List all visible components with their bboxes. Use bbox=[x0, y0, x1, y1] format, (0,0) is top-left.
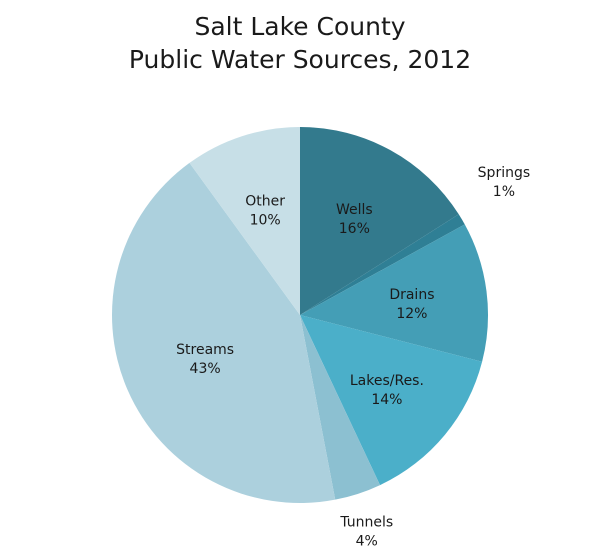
slice-label-drains: Drains 12% bbox=[389, 287, 434, 322]
slice-percent-springs: 1% bbox=[493, 184, 515, 200]
chart-title-line-1: Salt Lake County bbox=[194, 12, 406, 41]
slice-percent-lakes-res: 14% bbox=[371, 392, 402, 408]
slice-name-tunnels: Tunnels bbox=[339, 514, 393, 530]
pie-slice-other bbox=[189, 127, 300, 315]
pie-slice-lakes-res bbox=[300, 315, 483, 486]
slice-percent-tunnels: 4% bbox=[356, 533, 378, 549]
pie-slice-drains bbox=[300, 224, 488, 362]
slice-percent-wells: 16% bbox=[339, 221, 370, 237]
pie-slice-springs bbox=[300, 214, 465, 315]
slice-percent-streams: 43% bbox=[190, 361, 221, 377]
slice-name-lakes-res: Lakes/Res. bbox=[350, 373, 424, 389]
pie-slice-wells bbox=[300, 127, 459, 315]
slice-percent-other: 10% bbox=[250, 213, 281, 229]
slice-label-other: Other 10% bbox=[245, 194, 285, 229]
chart-title: Salt Lake County Public Water Sources, 2… bbox=[0, 10, 600, 76]
slice-label-wells: Wells 16% bbox=[336, 202, 373, 237]
slice-label-streams: Streams 43% bbox=[176, 342, 234, 377]
slice-name-springs: Springs bbox=[478, 165, 530, 181]
slice-label-springs: Springs 1% bbox=[478, 165, 530, 200]
slice-name-drains: Drains bbox=[389, 287, 434, 303]
chart-title-line-2: Public Water Sources, 2012 bbox=[128, 45, 472, 74]
slice-name-other: Other bbox=[245, 194, 285, 210]
slice-name-wells: Wells bbox=[336, 202, 373, 218]
slice-percent-drains: 12% bbox=[396, 306, 427, 322]
slice-label-lakes-res: Lakes/Res. 14% bbox=[350, 373, 424, 408]
pie-slice-tunnels bbox=[300, 315, 381, 500]
pie-slice-streams bbox=[112, 162, 336, 504]
slice-name-streams: Streams bbox=[176, 342, 234, 358]
slice-label-tunnels: Tunnels 4% bbox=[339, 514, 393, 549]
